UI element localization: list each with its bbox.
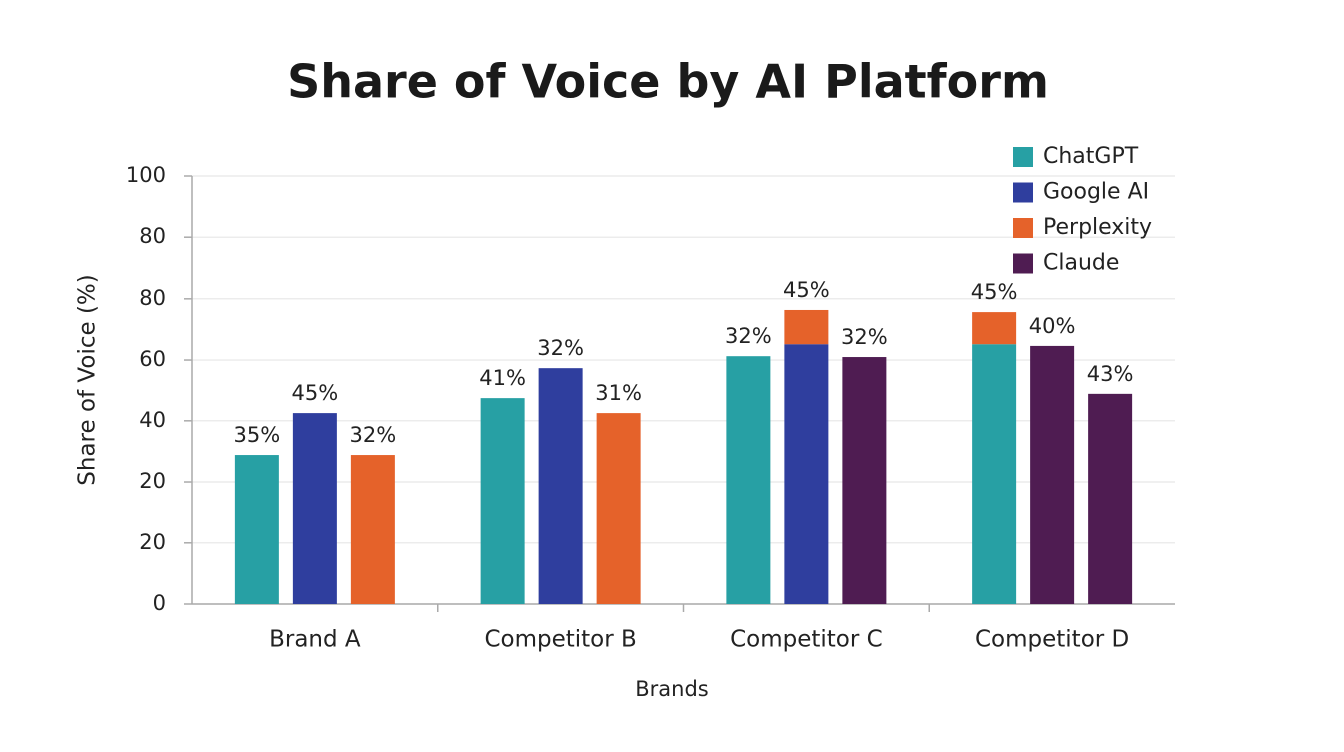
y-tick-label: 0 — [153, 591, 166, 615]
bar-annotation: 40% — [1029, 314, 1076, 338]
bar-segment — [972, 344, 1017, 604]
bar-segment — [292, 413, 337, 604]
bar-segment — [350, 455, 395, 604]
bar-annotation: 32% — [350, 423, 397, 447]
y-tick-label: 20 — [139, 469, 166, 493]
bar-segment — [596, 413, 641, 604]
legend-swatch — [1013, 218, 1033, 238]
bar-annotation: 31% — [595, 381, 642, 405]
legend-swatch — [1013, 253, 1033, 274]
y-tick-label: 20 — [139, 530, 166, 554]
y-tick-label: 80 — [139, 286, 166, 310]
bar-annotation: 45% — [292, 381, 339, 405]
legend-label: Google AI — [1043, 180, 1149, 205]
bar-annotation: 45% — [971, 280, 1018, 304]
y-tick-label: 100 — [126, 163, 166, 187]
bar-segment — [842, 357, 887, 604]
y-tick-label: 40 — [139, 408, 166, 432]
bar-annotation: 32% — [537, 336, 584, 360]
y-tick-label: 80 — [139, 224, 166, 248]
bar-segment — [480, 398, 525, 604]
bar-annotation: 45% — [783, 278, 830, 302]
bar-segment — [972, 312, 1017, 345]
bar-annotation: 43% — [1087, 362, 1134, 386]
x-axis-label: Brands — [635, 677, 709, 701]
bar-segment — [784, 309, 829, 345]
x-tick-label: Competitor D — [975, 627, 1129, 653]
bar-segment — [784, 344, 829, 604]
bar-segment — [1088, 393, 1133, 604]
legend-label: Perplexity — [1043, 215, 1152, 240]
x-tick-label: Brand A — [269, 627, 361, 653]
bar-annotation: 32% — [725, 324, 772, 348]
bar-segment — [538, 368, 583, 604]
x-tick-label: Competitor B — [484, 627, 636, 653]
legend-label: Claude — [1043, 251, 1119, 276]
bar-segment — [726, 356, 771, 604]
bar-segment — [1030, 345, 1075, 604]
bar-annotation: 41% — [479, 366, 526, 390]
x-tick-label: Competitor C — [730, 627, 883, 653]
y-axis-label: Share of Voice (%) — [75, 274, 101, 485]
chart-title: Share of Voice by AI Platform — [287, 55, 1049, 109]
legend-label: ChatGPT — [1043, 144, 1139, 169]
legend-swatch — [1013, 182, 1033, 203]
bar-annotation: 35% — [234, 423, 281, 447]
bar-annotation: 32% — [841, 325, 888, 349]
legend-swatch — [1013, 147, 1033, 167]
bar-segment — [234, 455, 279, 604]
y-tick-label: 60 — [139, 347, 166, 371]
